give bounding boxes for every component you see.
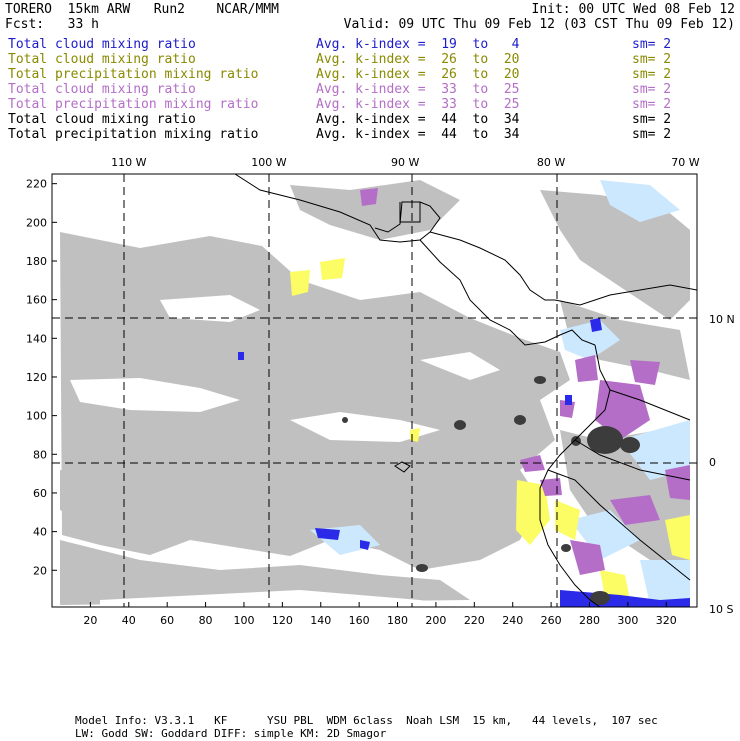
latitude-label: 10 N: [709, 313, 735, 326]
x-tick-label: 240: [502, 614, 523, 627]
x-tick-label: 100: [233, 614, 254, 627]
latlon-grid: [52, 174, 697, 607]
precip-field-purple: [360, 188, 690, 575]
x-tick-label: 60: [160, 614, 174, 627]
x-tick-label: 320: [656, 614, 677, 627]
x-tick-label: 80: [199, 614, 213, 627]
latitude-label: 10 S: [709, 603, 733, 616]
x-tick-label: 20: [83, 614, 97, 627]
legend-kindex: Avg. k-index = 44 to 34: [316, 112, 520, 127]
model-info-line2: LW: Godd SW: Goddard DIFF: simple KM: 2D…: [75, 727, 387, 740]
map-fields: [52, 174, 697, 607]
x-tick-label: 260: [541, 614, 562, 627]
y-tick-label: 100: [26, 410, 47, 423]
y-tick-label: 80: [33, 448, 47, 461]
x-tick-label: 140: [310, 614, 331, 627]
y-tick-label: 60: [33, 487, 47, 500]
longitude-label: 100 W: [251, 156, 286, 169]
x-tick-label: 200: [425, 614, 446, 627]
legend-name: Total cloud mixing ratio: [8, 112, 196, 127]
x-tick-label: 280: [579, 614, 600, 627]
x-tick-label: 40: [122, 614, 136, 627]
precip-field-dark: [342, 376, 640, 605]
legend-name: Total cloud mixing ratio: [8, 37, 196, 52]
clear-sky-gaps: [70, 295, 500, 607]
legend-name: Total precipitation mixing ratio: [8, 67, 259, 82]
legend-smoothing: sm= 2: [632, 82, 672, 97]
legend-smoothing: sm= 2: [632, 67, 672, 82]
coastlines: [234, 174, 697, 607]
longitude-label: 90 W: [391, 156, 419, 169]
y-tick-label: 160: [26, 294, 47, 307]
forecast-hour: Fcst: 33 h: [5, 17, 99, 32]
x-tick-label: 220: [464, 614, 485, 627]
model-info-line1: Model Info: V3.3.1 KF YSU PBL WDM 6class…: [75, 714, 658, 727]
axes: 20 40 60 80 100 120 140 160 180 200 220 240 260 280 30…: [26, 156, 735, 627]
legend-name: Total cloud mixing ratio: [8, 52, 196, 67]
y-tick-label: 180: [26, 255, 47, 268]
x-tick-label: 300: [617, 614, 638, 627]
model-run-title: TORERO 15km ARW Run2 NCAR/MMM: [5, 2, 279, 17]
legend-kindex: Avg. k-index = 19 to 4: [316, 37, 520, 52]
legend-kindex: Avg. k-index = 33 to 25: [316, 97, 520, 112]
legend-smoothing: sm= 2: [632, 112, 672, 127]
legend-name: Total precipitation mixing ratio: [8, 127, 259, 142]
legend-kindex: Avg. k-index = 26 to 20: [316, 52, 520, 67]
legend-kindex: Avg. k-index = 44 to 34: [316, 127, 520, 142]
legend-kindex: Avg. k-index = 26 to 20: [316, 67, 520, 82]
legend-name: Total cloud mixing ratio: [8, 82, 196, 97]
longitude-label: 70 W: [671, 156, 699, 169]
y-tick-label: 200: [26, 216, 47, 229]
y-tick-label: 220: [26, 178, 47, 191]
legend-smoothing: sm= 2: [632, 37, 672, 52]
init-time: Init: 00 UTC Wed 08 Feb 12: [531, 2, 736, 17]
legend-smoothing: sm= 2: [632, 52, 672, 67]
x-tick-label: 180: [387, 614, 408, 627]
y-tick-label: 140: [26, 332, 47, 345]
x-tick-label: 120: [272, 614, 293, 627]
latitude-label: 0: [709, 456, 716, 469]
valid-time: Valid: 09 UTC Thu 09 Feb 12 (03 CST Thu …: [343, 17, 735, 32]
precip-field-yellow: [290, 258, 690, 600]
y-tick-label: 20: [33, 564, 47, 577]
longitude-label: 110 W: [111, 156, 146, 169]
plot-frame: [51, 173, 698, 608]
legend-smoothing: sm= 2: [632, 127, 672, 142]
y-tick-label: 40: [33, 526, 47, 539]
y-tick-label: 120: [26, 371, 47, 384]
longitude-label: 80 W: [537, 156, 565, 169]
legend-kindex: Avg. k-index = 33 to 25: [316, 82, 520, 97]
x-tick-label: 160: [349, 614, 370, 627]
legend-smoothing: sm= 2: [632, 97, 672, 112]
legend-name: Total precipitation mixing ratio: [8, 97, 259, 112]
